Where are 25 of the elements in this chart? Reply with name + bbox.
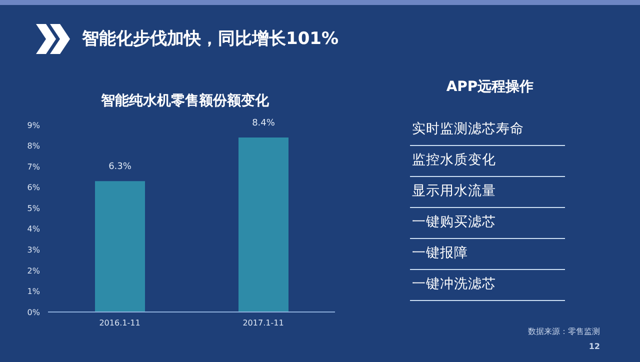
y-tick-label: 0% [27, 308, 40, 317]
x-tick-label: 2016.1-11 [99, 318, 140, 328]
chart-title: 智能纯水机零售额份额变化 [100, 92, 270, 110]
y-tick-label: 1% [27, 287, 40, 296]
text: 实时监测滤芯寿命 [410, 120, 565, 146]
y-tick-label: 6% [27, 183, 40, 192]
text: 显示用水流量 [410, 182, 565, 208]
text: 12 [588, 342, 600, 351]
text: 一键报障 [410, 244, 565, 270]
y-tick-label: 5% [27, 204, 40, 213]
y-tick-label: 8% [27, 142, 40, 151]
text: 智能化步伐加快，同比增长101% [82, 28, 339, 50]
text: 监控水质变化 [410, 151, 565, 177]
data-label: 6.3% [108, 162, 132, 172]
y-tick-label: 2% [27, 266, 40, 276]
y-tick-label: 3% [27, 246, 40, 255]
x-tick-label: 2017.1-11 [242, 318, 284, 328]
text: 一键购买滤芯 [410, 213, 565, 239]
y-tick-label: 9% [27, 120, 40, 130]
text: APP远程操作 [445, 78, 535, 96]
text: 一键冲洗滤芯 [410, 275, 565, 301]
data-label: 8.4% [252, 118, 276, 128]
y-tick-label: 4% [27, 224, 40, 234]
y-tick-label: 7% [27, 162, 40, 172]
source-note: 数据来源：零售监测 [528, 326, 600, 337]
